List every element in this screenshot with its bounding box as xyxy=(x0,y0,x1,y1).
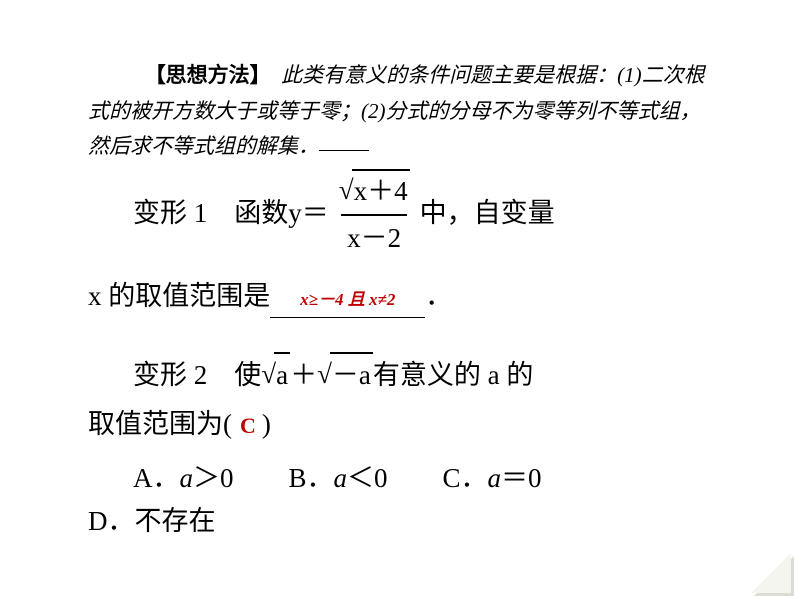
option-d: D．不存在 xyxy=(88,499,706,538)
sqrt-neg-a: √ －a xyxy=(317,352,373,397)
option-c-label: C． xyxy=(443,463,488,493)
options-row: A．a＞0 B．a＜0 C．a＝0 xyxy=(88,456,706,495)
option-c-var: a xyxy=(488,463,502,493)
fraction: √ x＋4 x－2 xyxy=(333,169,416,258)
problem-2-line-1: 变形 2 使 √ a ＋ √ －a 有意义的 a 的 xyxy=(88,352,706,397)
problem-2: 变形 2 使 √ a ＋ √ －a 有意义的 a 的 取值范围为( C ) xyxy=(88,352,706,446)
answer-blank: x≥－4 且 x≠2 xyxy=(270,276,425,318)
problem-1-after-frac: 中，自变量 xyxy=(420,193,555,234)
option-b-var: a xyxy=(334,463,348,493)
page-corner-fold-icon xyxy=(754,556,794,596)
sqrt-a: √ a xyxy=(261,352,290,397)
fraction-numerator: √ x＋4 xyxy=(333,169,416,214)
problem-2-after: 有意义的 a 的 xyxy=(373,354,533,397)
problem-1-line-1: 变形 1 函数 y＝ √ x＋4 x－2 中，自变量 xyxy=(88,169,706,258)
option-b: B．a＜0 xyxy=(289,456,388,495)
option-a: A．a＞0 xyxy=(133,456,234,495)
intro-heading: 【思想方法】 xyxy=(145,63,261,87)
option-a-rel: ＞0 xyxy=(193,463,234,493)
sqrt-a-body: a xyxy=(274,352,290,397)
option-b-rel: ＜0 xyxy=(347,463,388,493)
problem-2-line-2: 取值范围为( C ) xyxy=(88,403,706,446)
problem-1-line2-pre: x 的取值范围是 xyxy=(88,276,270,317)
problem-1: 变形 1 函数 y＝ √ x＋4 x－2 中，自变量 x 的取值范围是 x≥－4… xyxy=(88,169,706,318)
slide-content: 【思想方法】 此类有意义的条件问题主要是根据：(1)二次根式的被开方数大于或等于… xyxy=(0,0,794,558)
option-b-label: B． xyxy=(289,463,334,493)
option-a-var: a xyxy=(180,463,194,493)
intro-paragraph: 【思想方法】 此类有意义的条件问题主要是根据：(1)二次根式的被开方数大于或等于… xyxy=(88,58,706,165)
problem-2-line2-text: 取值范围为( xyxy=(88,403,232,446)
fraction-denominator: x－2 xyxy=(341,214,407,259)
problem-1-period: ． xyxy=(425,276,452,317)
option-c-rel: ＝0 xyxy=(501,463,542,493)
sqrt-body: x＋4 xyxy=(352,169,410,212)
problem-2-answer: C xyxy=(240,408,256,443)
sqrt-sign-icon: √ xyxy=(317,353,332,396)
sqrt-sign-icon: √ xyxy=(339,170,354,211)
intro-blank-underline xyxy=(319,150,369,151)
problem-1-line-2: x 的取值范围是 x≥－4 且 x≠2 ． xyxy=(88,276,706,318)
option-c: C．a＝0 xyxy=(443,456,542,495)
option-a-label: A． xyxy=(133,463,180,493)
problem-1-label: 变形 1 函数 xyxy=(133,193,288,234)
problem-1-answer: x≥－4 且 x≠2 xyxy=(300,290,395,309)
option-d-label: D．不存在 xyxy=(88,506,216,536)
problem-2-close-paren: ) xyxy=(262,403,271,446)
problem-2-label: 变形 2 使 xyxy=(133,354,261,397)
y-equals: y＝ xyxy=(288,193,329,234)
sqrt-x-plus-4: √ x＋4 xyxy=(339,169,410,212)
sqrt-neg-a-body: －a xyxy=(330,352,373,397)
plus-sign: ＋ xyxy=(290,354,317,397)
sqrt-sign-icon: √ xyxy=(261,353,276,396)
